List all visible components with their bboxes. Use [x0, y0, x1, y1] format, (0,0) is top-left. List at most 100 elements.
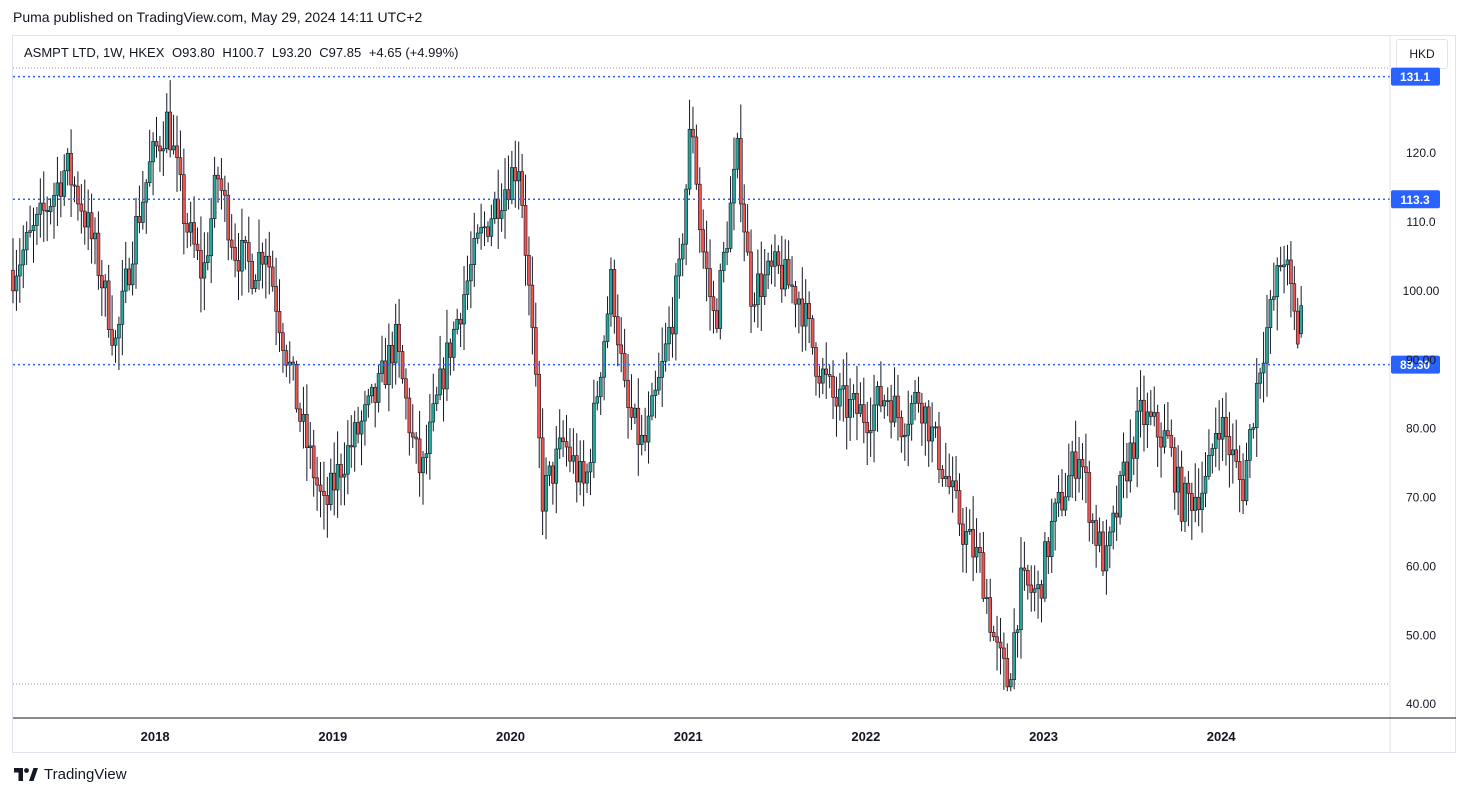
candle-body — [175, 145, 179, 158]
candle-body — [1073, 451, 1078, 479]
candle-body — [134, 216, 138, 265]
candle-body — [1272, 296, 1276, 300]
candle-body — [650, 395, 654, 417]
candle-body — [52, 194, 56, 207]
candle-body — [513, 167, 518, 182]
candle-body — [738, 138, 743, 205]
candle-body — [1254, 382, 1259, 428]
candle-body — [619, 344, 624, 354]
x-tick-label: 2023 — [1029, 729, 1058, 744]
candle-body — [496, 198, 500, 219]
candle-body — [202, 262, 207, 279]
candle-body — [940, 469, 945, 479]
close-value: 97.85 — [328, 45, 362, 60]
candle-body — [1063, 496, 1068, 511]
candle-body — [814, 347, 818, 377]
candle-body — [954, 480, 958, 491]
candle-body — [455, 318, 459, 330]
candle-body — [264, 255, 268, 265]
chart-guides — [13, 67, 1390, 685]
candle-body — [59, 182, 63, 197]
candle-body — [349, 445, 354, 448]
candle-body — [1159, 436, 1163, 448]
candle-body — [185, 223, 190, 233]
candle-body — [742, 203, 747, 233]
candle-body — [944, 476, 948, 479]
candle-body — [236, 260, 241, 272]
candle-body — [465, 280, 470, 295]
candle-body — [1152, 412, 1157, 417]
candle-body — [916, 391, 921, 404]
candle-body — [424, 453, 429, 458]
candle-body — [882, 400, 887, 407]
candle-body — [844, 385, 849, 418]
candle-body — [527, 255, 531, 286]
candle-body — [260, 251, 265, 265]
candle-body — [192, 222, 196, 245]
candle-body — [1162, 430, 1167, 448]
price-axis: 40.00 50.00 60.00 70.00 80.00 90.00 100.00 110.… — [13, 36, 1456, 753]
candle-body — [164, 111, 169, 149]
candle-body — [653, 389, 658, 397]
candle-body — [865, 422, 870, 434]
candle-body — [1043, 541, 1047, 599]
candle-body — [226, 194, 231, 241]
candle-body — [1111, 512, 1116, 533]
symbol-label[interactable]: ASMPT LTD, 1W, HKEX — [24, 45, 165, 60]
candle-body — [267, 255, 272, 268]
candle-body — [578, 461, 583, 483]
candle-body — [65, 152, 70, 172]
candle-body — [154, 141, 159, 147]
candle-body — [462, 294, 466, 325]
candle-body — [499, 210, 504, 219]
candle-body — [663, 343, 668, 362]
candle-body — [1142, 399, 1146, 426]
high-value: 100.7 — [231, 45, 265, 60]
candle-body — [223, 190, 227, 196]
candle-body — [199, 250, 203, 279]
candle-body — [803, 303, 808, 327]
candle-body — [793, 286, 798, 305]
candle-body — [530, 284, 535, 328]
candle-body — [776, 251, 781, 266]
candle-body — [277, 311, 282, 334]
footer-brand[interactable]: TradingView — [14, 766, 127, 783]
candle-body — [636, 407, 641, 445]
candle-body — [544, 475, 548, 512]
candle-body — [656, 376, 661, 391]
candle-body — [551, 465, 555, 484]
candle-body — [472, 238, 477, 265]
candle-body — [687, 128, 692, 190]
candle-body — [434, 394, 439, 405]
candle-body — [537, 373, 541, 439]
candle-body — [332, 472, 336, 491]
candle-body — [178, 157, 183, 175]
candle-body — [311, 445, 316, 479]
candle-body — [352, 422, 357, 448]
x-tick-label: 2018 — [141, 729, 170, 744]
candle-body — [205, 255, 210, 263]
candle-body — [773, 251, 777, 267]
candle-body — [670, 327, 675, 335]
candle-body — [110, 329, 114, 346]
candle-body — [1101, 531, 1105, 572]
candle-body — [1053, 502, 1057, 522]
candle-body — [1237, 461, 1242, 480]
candle-body — [1131, 442, 1136, 459]
candle-body — [1268, 299, 1273, 328]
candle-body — [284, 350, 289, 366]
candle-body — [817, 375, 822, 384]
candle-body — [492, 198, 497, 220]
candle-body — [1258, 372, 1262, 384]
candle-body — [1125, 461, 1129, 482]
candle-body — [697, 183, 702, 231]
horizontal-levels[interactable]: 131.1 113.3 89.30 — [13, 67, 1440, 374]
candle-body — [1224, 416, 1228, 437]
candle-body — [188, 222, 193, 233]
candle-body — [113, 337, 118, 346]
x-tick-label: 2021 — [674, 729, 703, 744]
candle-body — [1248, 429, 1252, 461]
candle-body — [89, 212, 94, 240]
candle-body — [414, 436, 418, 440]
